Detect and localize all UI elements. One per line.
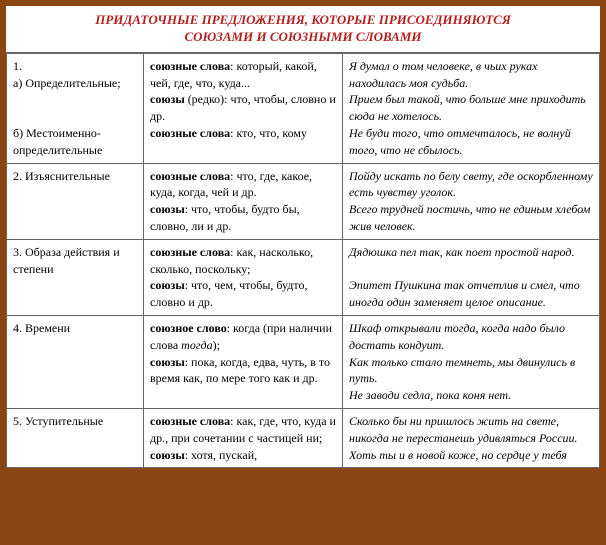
type-cell: 1. а) Определительные; б) Местоименно-оп… (7, 53, 144, 163)
table-row: 5. Уступительные союзные слова: как, где… (7, 408, 600, 467)
example: Хоть ты и в новой коже, но сердце у тебя (349, 448, 567, 462)
label: союзы (150, 92, 185, 106)
title-line-1: ПРИДАТОЧНЫЕ ПРЕДЛОЖЕНИЯ, КОТОРЫЕ ПРИСОЕД… (95, 12, 511, 27)
text: : кто, что, кому (230, 126, 307, 140)
example-cell: Сколько бы ни пришлось жить на свете, ни… (343, 408, 600, 467)
label: союзы (150, 202, 185, 216)
type-cell: 2. Изъяснительные (7, 163, 144, 239)
label: союзы (150, 448, 185, 462)
type-cell: 3. Образа действия и степени (7, 239, 144, 315)
example: Не буди того, что отмечталось, не волнуй… (349, 126, 571, 157)
label: союзы (150, 355, 185, 369)
italic-word: тогда (181, 338, 212, 352)
document-title: ПРИДАТОЧНЫЕ ПРЕДЛОЖЕНИЯ, КОТОРЫЕ ПРИСОЕД… (6, 6, 600, 53)
text: ); (213, 338, 220, 352)
example: Дядюшка пел так, как поет простой народ. (349, 245, 574, 259)
row-num: 1. (13, 59, 22, 73)
label: союзные слова (150, 245, 230, 259)
example: Прием был такой, что больше мне приходит… (349, 92, 586, 123)
type-cell: 4. Времени (7, 315, 144, 408)
example: Я думал о том человеке, в чьих руках нах… (349, 59, 537, 90)
example: Как только стало темнеть, мы двинулись в… (349, 355, 575, 386)
example: Эпитет Пушкина так отчетлив и смел, что … (349, 278, 580, 309)
example: Не заводи седла, пока коня нет. (349, 388, 511, 402)
example-cell: Дядюшка пел так, как поет простой народ.… (343, 239, 600, 315)
type-a: а) Определительные; (13, 76, 121, 90)
grammar-table: 1. а) Определительные; б) Местоименно-оп… (6, 53, 600, 469)
type-cell: 5. Уступительные (7, 408, 144, 467)
example: Сколько бы ни пришлось жить на свете, ни… (349, 414, 578, 445)
table-row: 4. Времени союзное слово: когда (при нал… (7, 315, 600, 408)
table-row: 1. а) Определительные; б) Местоименно-оп… (7, 53, 600, 163)
example: Пойду искать по белу свету, где оскорбле… (349, 169, 593, 200)
text: : хотя, пускай, (185, 448, 257, 462)
conjunctions-cell: союзные слова: как, где, что, куда и др.… (144, 408, 343, 467)
label: союзы (150, 278, 185, 292)
example: Всего трудней постичь, что не единым хле… (349, 202, 590, 233)
document-frame: ПРИДАТОЧНЫЕ ПРЕДЛОЖЕНИЯ, КОТОРЫЕ ПРИСОЕД… (0, 0, 606, 474)
table-row: 3. Образа действия и степени союзные сло… (7, 239, 600, 315)
example: Шкаф открывали тогда, когда надо было до… (349, 321, 565, 352)
conjunctions-cell: союзные слова: что, где, какое, куда, ко… (144, 163, 343, 239)
label: союзные слова (150, 414, 230, 428)
label: союзное слово (150, 321, 227, 335)
conjunctions-cell: союзные слова: который, какой, чей, где,… (144, 53, 343, 163)
table-row: 2. Изъяснительные союзные слова: что, гд… (7, 163, 600, 239)
example-cell: Я думал о том человеке, в чьих руках нах… (343, 53, 600, 163)
conjunctions-cell: союзное слово: когда (при наличии слова … (144, 315, 343, 408)
label: союзные слова (150, 126, 230, 140)
label: союзные слова (150, 59, 230, 73)
title-line-2: СОЮЗАМИ И СОЮЗНЫМИ СЛОВАМИ (184, 29, 421, 44)
type-b: б) Местоименно-определительные (13, 126, 102, 157)
conjunctions-cell: союзные слова: как, насколько, сколько, … (144, 239, 343, 315)
example-cell: Пойду искать по белу свету, где оскорбле… (343, 163, 600, 239)
label: союзные слова (150, 169, 230, 183)
example-cell: Шкаф открывали тогда, когда надо было до… (343, 315, 600, 408)
